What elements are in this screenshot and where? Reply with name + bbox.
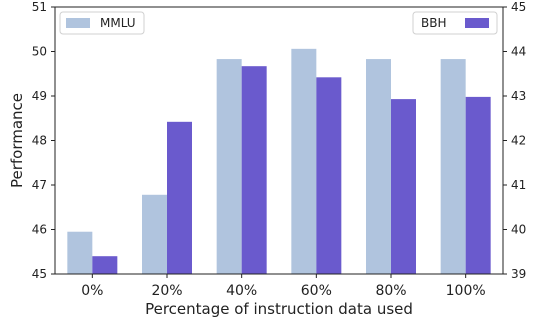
y-left-tick-label: 50: [32, 45, 47, 59]
x-tick-label: 20%: [151, 283, 182, 299]
y-right-tick-label: 43: [511, 89, 526, 103]
legend-group: MMLU BBH: [59, 11, 498, 35]
y-right-tick-label: 42: [511, 134, 526, 148]
y-right-tick-label: 40: [511, 223, 526, 237]
x-tick-label: 0%: [81, 283, 103, 299]
bar-bbh-40pct: [241, 66, 267, 274]
x-tick-label: 100%: [446, 283, 486, 299]
legend-swatch-mmlu: [66, 18, 90, 28]
y-left-tick-label: 51: [32, 0, 47, 14]
plot-frame: [54, 6, 504, 275]
legend-box-mmlu: [59, 11, 145, 35]
y-right-tick-label: 44: [511, 45, 526, 59]
x-axis-label: Percentage of instruction data used: [145, 300, 413, 318]
bar-mmlu-80pct: [366, 59, 391, 274]
bar-mmlu-0pct: [67, 231, 93, 274]
bar-bbh-80pct: [391, 99, 416, 275]
x-tick-label: 40%: [226, 283, 257, 299]
x-tick-label: 80%: [375, 283, 406, 299]
y-left-tick-label: 48: [32, 134, 47, 148]
bar-mmlu-60pct: [291, 48, 317, 274]
legend-label-mmlu: MMLU: [100, 16, 136, 30]
y-right-tick-label: 39: [511, 267, 526, 281]
legend-box-bbh: [412, 11, 498, 35]
legend-label-bbh: BBH: [421, 16, 447, 30]
y-right-tick-label: 41: [511, 178, 526, 192]
y-axis-label: Performance: [8, 93, 26, 188]
bar-bbh-60pct: [316, 77, 342, 274]
bar-mmlu-40pct: [216, 59, 242, 274]
bar-bbh-100pct: [465, 96, 491, 274]
x-tick-label: 60%: [301, 283, 332, 299]
y-left-tick-label: 45: [32, 267, 47, 281]
bar-mmlu-20pct: [142, 194, 167, 274]
y-left-tick-label: 46: [32, 223, 47, 237]
legend-swatch-bbh: [465, 18, 489, 28]
y-left-tick-label: 49: [32, 89, 47, 103]
bars-group: [67, 48, 491, 275]
y-left-tick-label: 47: [32, 178, 47, 192]
bar-bbh-0pct: [92, 256, 118, 274]
bar-bbh-20pct: [167, 121, 192, 274]
axes-group: 0% 20% 40% 60% 80% 100% 45 46 47 48 49 50 51 39 40 41 42…: [32, 0, 527, 299]
y-right-tick-label: 45: [511, 0, 526, 14]
bar-mmlu-100pct: [440, 59, 466, 274]
